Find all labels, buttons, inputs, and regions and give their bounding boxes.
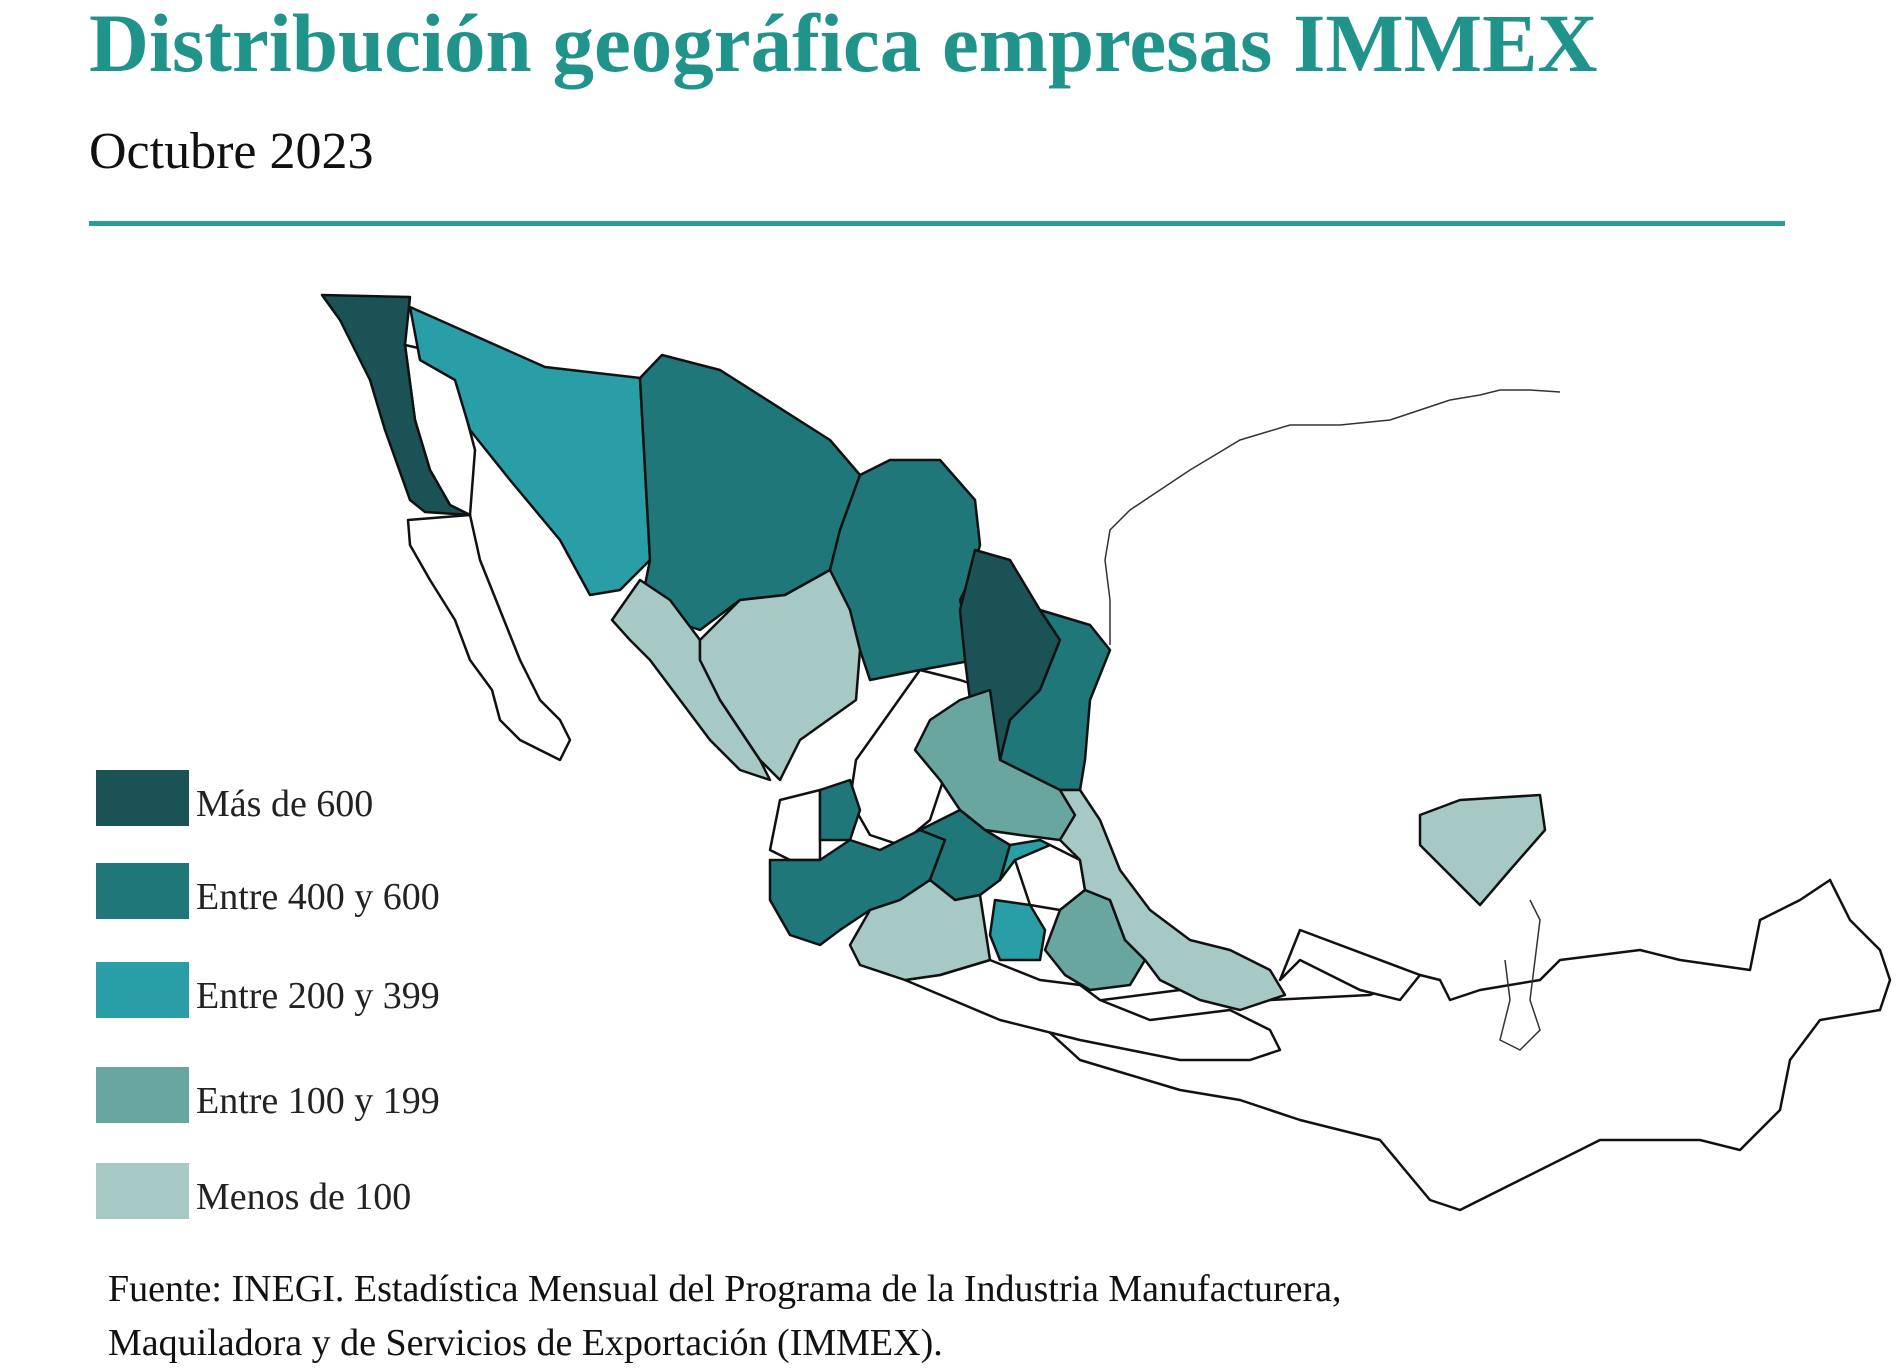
source-line2-text: Maquiladora y de Servicios de Exportació… — [108, 1322, 790, 1364]
source-note: Fuente: INEGI. Estadística Mensual del P… — [108, 1262, 1342, 1370]
legend-item-entre-400-600: Entre 400 y 600 — [96, 863, 616, 919]
legend-label: Más de 600 — [196, 783, 374, 825]
state-queretaro — [998, 838, 1052, 882]
baja-california-sur — [406, 513, 572, 762]
map-land-gulf-coast — [1278, 928, 1422, 1002]
state-baja-california — [320, 293, 472, 517]
legend-swatch — [96, 863, 189, 919]
state-guanajuato — [918, 808, 1012, 902]
map-land-base — [1023, 878, 1892, 1212]
state-yucatan — [1418, 793, 1547, 907]
legend-item-mas-600: Más de 600 — [96, 770, 616, 826]
legend-swatch — [96, 1163, 189, 1219]
source-prefix: Fuente: — [108, 1268, 232, 1310]
state-sinaloa — [610, 578, 772, 782]
legend-item-entre-200-399: Entre 200 y 399 — [96, 962, 616, 1018]
legend-label: Entre 100 y 199 — [196, 1080, 440, 1122]
title-divider — [89, 221, 1785, 226]
state-aguascalientes — [818, 778, 862, 842]
state-michoacan — [848, 878, 992, 982]
oaxaca-guerrero — [903, 958, 1282, 1062]
legend-swatch — [96, 770, 189, 826]
state-sonora — [408, 305, 652, 597]
nayarit — [768, 788, 822, 862]
page-title: Distribución geográfica empresas IMMEX — [89, 0, 1598, 89]
state-veracruz — [1058, 788, 1287, 1012]
source-line1-text: . Estadística Mensual del Programa de la… — [334, 1268, 1342, 1310]
source-program: IMMEX — [789, 1322, 921, 1364]
cuba-outline — [1499, 899, 1541, 1051]
legend-label: Entre 200 y 399 — [196, 975, 440, 1017]
source-org: INEGI — [231, 1268, 335, 1310]
us-gulf-coastline — [1104, 389, 1561, 645]
source-line-2: Maquiladora y de Servicios de Exportació… — [108, 1316, 1342, 1370]
page-subtitle: Octubre 2023 — [89, 123, 374, 180]
state-estado-de-mexico — [988, 898, 1047, 962]
legend-swatch — [96, 962, 189, 1018]
legend-item-entre-100-199: Entre 100 y 199 — [96, 1067, 616, 1123]
legend-swatch — [96, 1067, 189, 1123]
legend-label: Entre 400 y 600 — [196, 876, 440, 918]
source-line-1: Fuente: INEGI. Estadística Mensual del P… — [108, 1262, 1342, 1316]
state-durango — [698, 568, 862, 782]
legend-label: Menos de 100 — [196, 1176, 412, 1218]
legend-item-menos-100: Menos de 100 — [96, 1163, 616, 1219]
state-san-luis-potosi — [913, 688, 1077, 842]
source-line2-end: ). — [920, 1322, 943, 1364]
